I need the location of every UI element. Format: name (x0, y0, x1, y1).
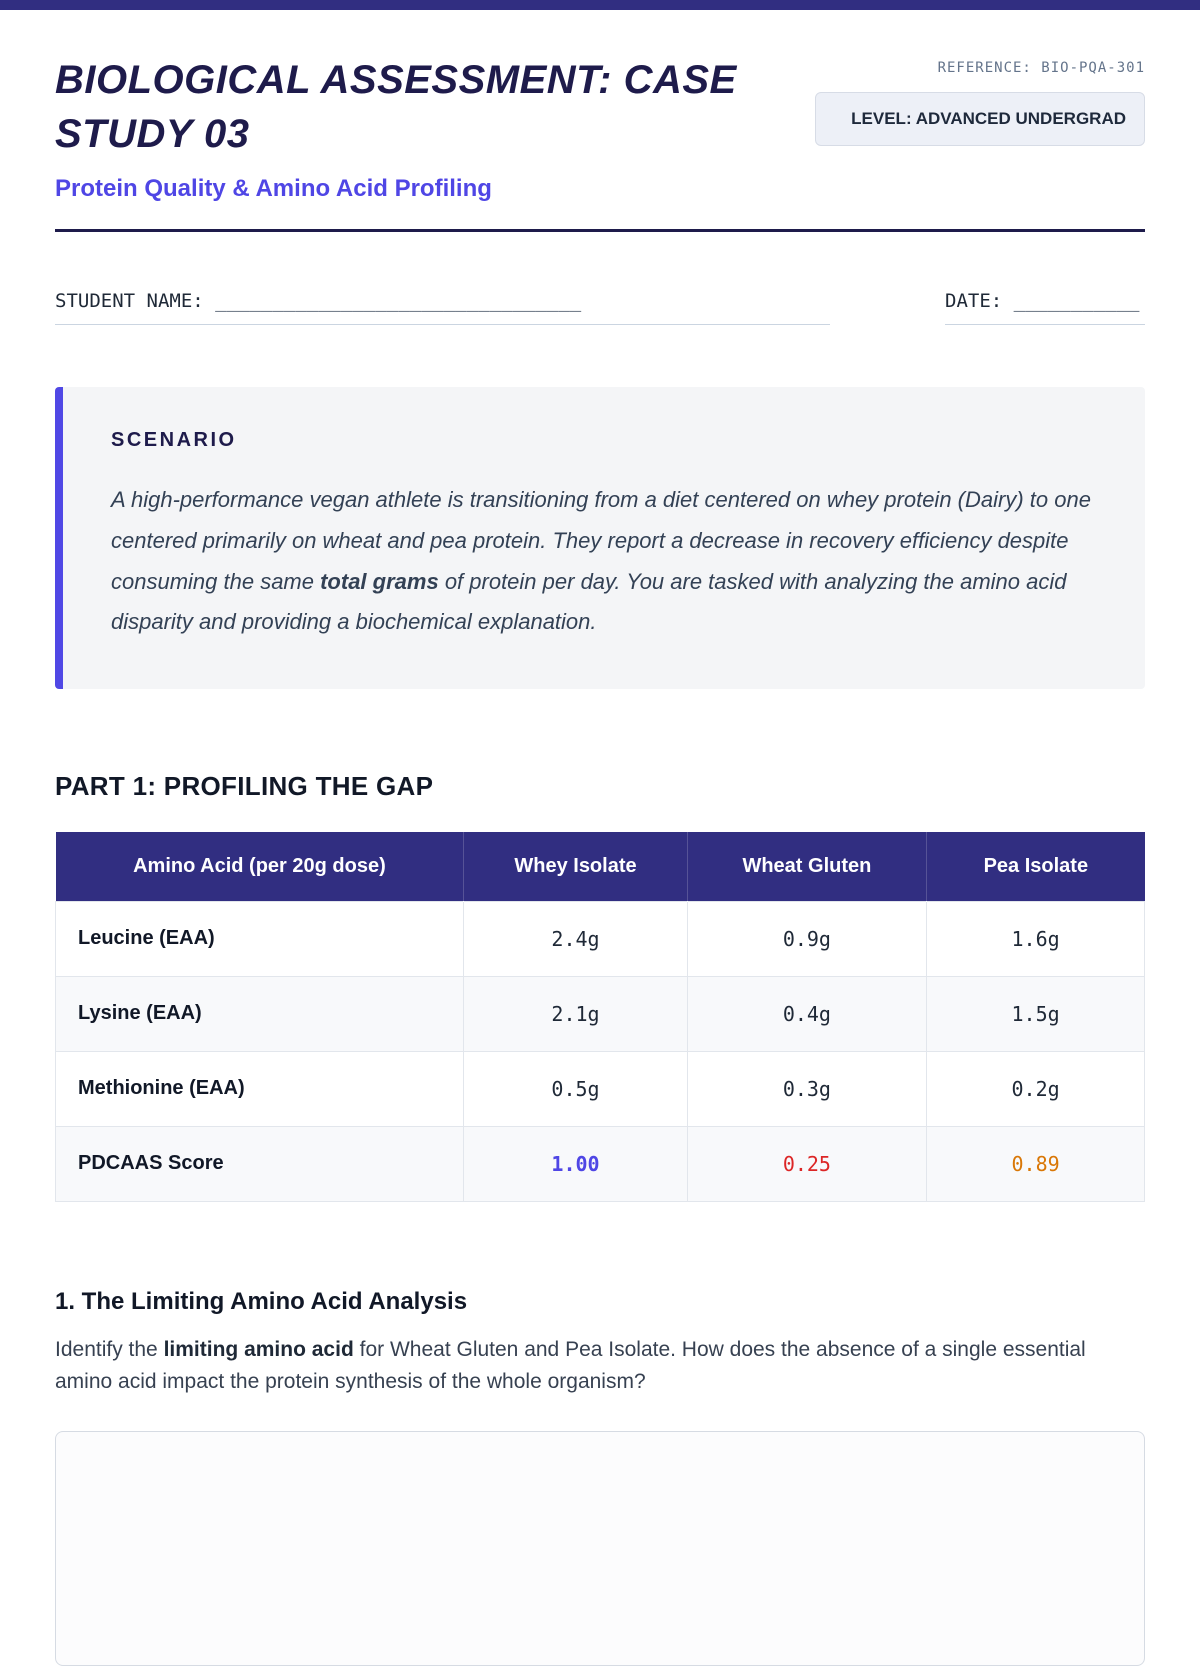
pdcaas-pea-value: 0.89 (926, 1125, 1145, 1202)
table-row: Lysine (EAA) 2.1g 0.4g 1.5g (54, 975, 1145, 1052)
table-row: Methionine (EAA) 0.5g 0.3g 0.2g (54, 1050, 1145, 1127)
table-row: PDCAAS Score 1.00 0.25 0.89 (54, 1125, 1145, 1202)
scenario-text: A high-performance vegan athlete is tran… (111, 480, 1091, 643)
header: BIOLOGICAL ASSESSMENT: CASE STUDY 03 Pro… (55, 54, 1145, 203)
methionine-pea-value: 0.2g (926, 1050, 1145, 1127)
table-row: Leucine (EAA) 2.4g 0.9g 1.6g (54, 900, 1145, 977)
reference-code: REFERENCE: BIO-PQA-301 (937, 60, 1145, 76)
question1-heading: 1. The Limiting Amino Acid Analysis (55, 1287, 468, 1315)
date-label: DATE: (945, 290, 1003, 313)
student-name-line[interactable]: ________________________________ (215, 290, 582, 313)
worksheet: BIOLOGICAL ASSESSMENT: CASE STUDY 03 Pro… (0, 10, 1200, 1666)
col-header-pea: Pea Isolate (926, 831, 1145, 902)
methionine-wheat-value: 0.3g (686, 1050, 928, 1127)
question1-text: Identify the limiting amino acid for Whe… (55, 1334, 1125, 1399)
student-name-label: STUDENT NAME: (55, 290, 204, 313)
col-header-amino-acid: Amino Acid (per 20g dose) (55, 831, 464, 902)
row-label-leucine: Leucine (EAA) (54, 900, 465, 977)
col-header-wheat: Wheat Gluten (686, 831, 927, 902)
question1-text-bold: limiting amino acid (163, 1337, 354, 1361)
scenario-heading: SCENARIO (111, 429, 237, 452)
leucine-pea-value: 1.6g (926, 900, 1145, 977)
scenario-text-before: A high-performance vegan athlete is tran… (111, 487, 1091, 594)
level-badge: LEVEL: ADVANCED UNDERGRAD (815, 92, 1145, 147)
leucine-wheat-value: 0.9g (686, 900, 928, 977)
amino-acid-table-wrap: Amino Acid (per 20g dose) Whey Isolate W… (54, 831, 1145, 1202)
table-header-row: Amino Acid (per 20g dose) Whey Isolate W… (55, 831, 1145, 902)
amino-acid-table: Amino Acid (per 20g dose) Whey Isolate W… (54, 831, 1145, 1202)
page-subtitle: Protein Quality & Amino Acid Profiling (55, 175, 492, 203)
pdcaas-whey-value: 1.00 (463, 1125, 688, 1202)
date-field[interactable]: DATE: ___________ (945, 290, 1145, 326)
top-accent-bar (0, 0, 1200, 10)
lysine-whey-value: 2.1g (463, 975, 688, 1052)
student-name-field[interactable]: STUDENT NAME: __________________________… (55, 290, 830, 326)
row-label-methionine: Methionine (EAA) (54, 1050, 465, 1127)
row-label-lysine: Lysine (EAA) (54, 975, 465, 1052)
date-line[interactable]: ___________ (1013, 290, 1140, 313)
question1-answer-box[interactable] (55, 1431, 1145, 1666)
methionine-whey-value: 0.5g (463, 1050, 688, 1127)
lysine-wheat-value: 0.4g (686, 975, 928, 1052)
header-meta: REFERENCE: BIO-PQA-301 LEVEL: ADVANCED U… (815, 54, 1145, 147)
scenario-text-after: of protein per day. You are tasked with … (111, 568, 1067, 635)
scenario-text-bold: total grams (320, 568, 439, 594)
part1-heading: PART 1: PROFILING THE GAP (55, 770, 434, 801)
col-header-whey: Whey Isolate (463, 831, 688, 902)
page-title: BIOLOGICAL ASSESSMENT: CASE STUDY 03 (55, 58, 737, 156)
leucine-whey-value: 2.4g (463, 900, 688, 977)
header-divider (55, 229, 1145, 233)
row-label-pdcaas: PDCAAS Score (54, 1125, 465, 1202)
pdcaas-wheat-value: 0.25 (686, 1125, 928, 1202)
title-block: BIOLOGICAL ASSESSMENT: CASE STUDY 03 Pro… (55, 54, 775, 203)
student-fields: STUDENT NAME: __________________________… (55, 290, 1145, 326)
lysine-pea-value: 1.5g (926, 975, 1145, 1052)
question1-text-before: Identify the (55, 1337, 164, 1361)
question1-text-after: for Wheat Gluten and Pea Isolate. How do… (55, 1337, 1086, 1394)
scenario-callout: SCENARIO A high-performance vegan athlet… (55, 387, 1145, 689)
